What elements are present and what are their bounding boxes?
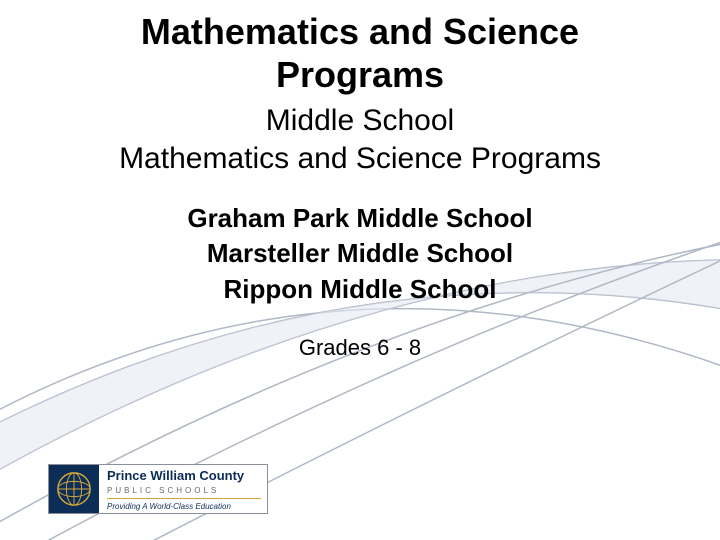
slide-title: Mathematics and Science Programs: [0, 0, 720, 96]
title-line-1: Mathematics and Science: [141, 11, 579, 52]
globe-icon: [49, 465, 99, 513]
logo-text-block: Prince William County PUBLIC SCHOOLS Pro…: [99, 465, 267, 513]
subtitle-line-1: Middle School: [266, 104, 454, 137]
logo-public-schools: PUBLIC SCHOOLS: [107, 485, 261, 499]
logo-county: Prince William County: [107, 469, 261, 482]
title-line-2: Programs: [276, 54, 444, 95]
school-list: Graham Park Middle School Marsteller Mid…: [0, 177, 720, 306]
subtitle-line-2: Mathematics and Science Programs: [119, 142, 601, 175]
list-item: Marsteller Middle School: [0, 236, 720, 271]
grades-text: Grades 6 - 8: [0, 307, 720, 361]
slide-subtitle: Middle School Mathematics and Science Pr…: [0, 96, 720, 177]
list-item: Rippon Middle School: [0, 272, 720, 307]
list-item: Graham Park Middle School: [0, 201, 720, 236]
logo-tagline: Providing A World-Class Education: [107, 502, 261, 512]
pwcs-logo: Prince William County PUBLIC SCHOOLS Pro…: [48, 464, 268, 514]
